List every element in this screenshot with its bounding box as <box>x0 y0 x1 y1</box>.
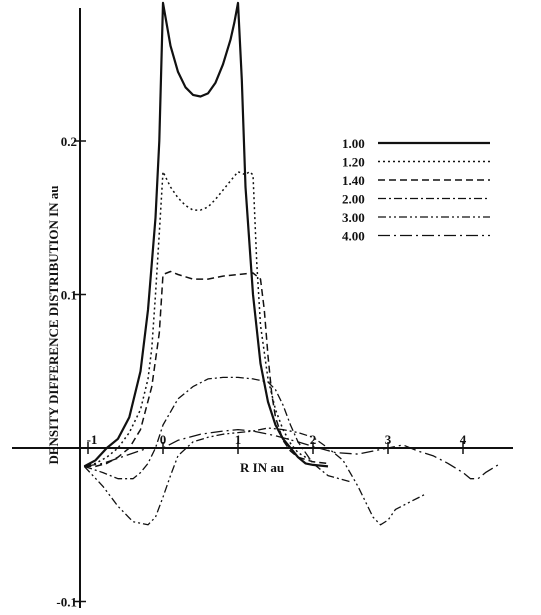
x-tick-label: -1 <box>87 432 98 447</box>
legend-label: 4.00 <box>342 229 365 244</box>
legend-label: 1.40 <box>342 173 365 188</box>
legend-label: 1.20 <box>342 155 365 170</box>
series-line-1.40 <box>84 270 329 468</box>
legend-label: 3.00 <box>342 210 365 225</box>
x-tick-label: 2 <box>310 432 317 447</box>
y-tick-label: 0.1 <box>61 288 77 303</box>
y-tick-label: 0.2 <box>61 134 77 149</box>
y-tick-label: -0.1 <box>56 595 77 610</box>
y-axis-label: DENSITY DIFFERENCE DISTRIBUTION IN au <box>46 185 61 464</box>
series-line-4.00 <box>84 428 501 480</box>
x-tick-label: 0 <box>160 432 167 447</box>
x-tick-label: 3 <box>385 432 392 447</box>
x-tick-label: 4 <box>460 432 467 447</box>
x-axis-label: R IN au <box>240 460 284 475</box>
series-layer <box>83 1 501 526</box>
x-tick-label: 1 <box>235 432 242 447</box>
ticks: -1 0 1 2 3 4 -0.1 0.1 0.2 <box>56 134 466 610</box>
series-line-1.20 <box>84 170 314 468</box>
series-line-1.00 <box>83 1 329 468</box>
legend: 1.00 1.20 1.40 2.00 3.00 4.00 <box>342 136 490 244</box>
series-line-2.00 <box>84 376 351 483</box>
legend-label: 2.00 <box>342 192 365 207</box>
legend-label: 1.00 <box>342 136 365 151</box>
axes <box>12 8 513 608</box>
